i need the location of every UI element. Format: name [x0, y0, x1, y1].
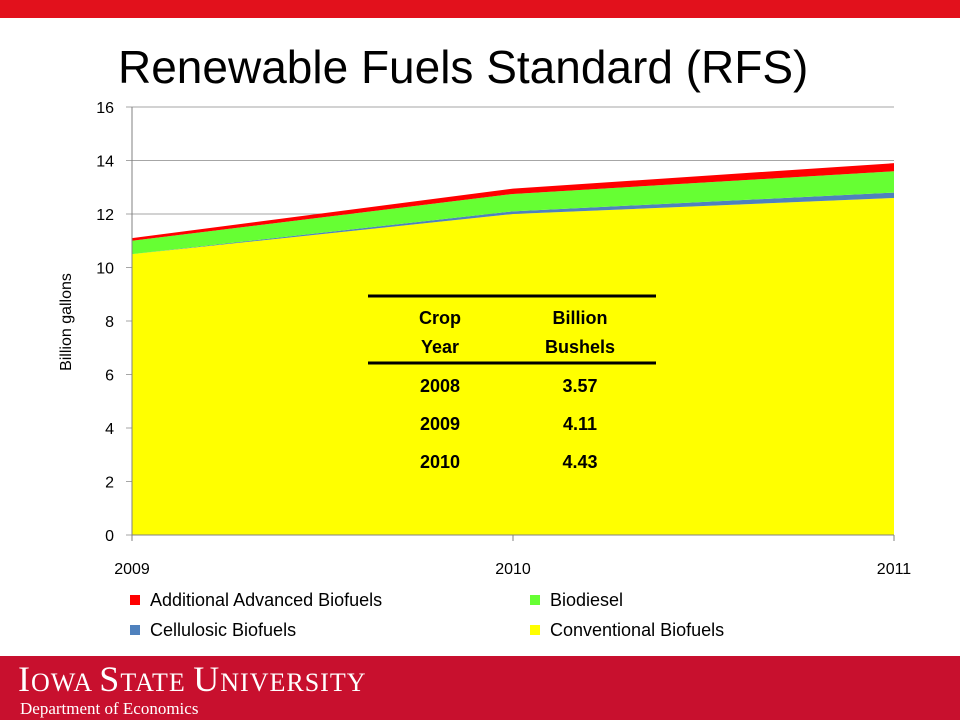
- table-cell: 2008: [420, 376, 460, 396]
- y-tick-label: 16: [96, 100, 114, 117]
- legend-swatch: [130, 625, 140, 635]
- table-cell: 4.11: [563, 414, 597, 434]
- legend-label: Conventional Biofuels: [550, 620, 724, 640]
- y-tick-label: 6: [105, 368, 114, 385]
- table-cell: 3.57: [562, 376, 597, 396]
- top-accent-bar: [0, 0, 960, 18]
- table-cell: 2010: [420, 452, 460, 472]
- x-tick-label: 2011: [877, 561, 912, 578]
- table-header: Bushels: [545, 337, 615, 357]
- table-header: Crop: [419, 308, 461, 328]
- table-cell: 4.43: [562, 452, 597, 472]
- y-tick-label: 14: [96, 154, 114, 171]
- y-tick-label: 12: [96, 207, 114, 224]
- legend-swatch: [530, 625, 540, 635]
- area-series-additional-advanced-biofuels: [132, 163, 894, 241]
- y-tick-label: 4: [105, 421, 114, 438]
- table-cell: 2009: [420, 414, 460, 434]
- legend-swatch: [130, 595, 140, 605]
- legend-label: Biodiesel: [550, 590, 623, 610]
- rfs-area-chart: 0 2 4 6 8 10 12 14 16 2009 2010 2011 Billion gallons…: [58, 100, 912, 640]
- area-series-biodiesel: [132, 171, 894, 255]
- x-tick-label: 2009: [114, 561, 150, 578]
- y-tick-label: 10: [96, 261, 114, 278]
- y-tick-label: 0: [105, 528, 114, 545]
- slide-title: Renewable Fuels Standard (RFS): [118, 41, 809, 93]
- legend-swatch: [530, 595, 540, 605]
- legend-label: Cellulosic Biofuels: [150, 620, 296, 640]
- y-tick-label: 8: [105, 314, 114, 331]
- y-tick-label: 2: [105, 475, 114, 492]
- footer-bar: IOWA STATE UNIVERSITY Department of Econ…: [0, 656, 960, 720]
- legend-label: Additional Advanced Biofuels: [150, 590, 382, 610]
- university-wordmark: IOWA STATE UNIVERSITY: [18, 659, 367, 699]
- y-axis-label: Billion gallons: [58, 273, 75, 371]
- table-header: Year: [421, 337, 459, 357]
- area-series-conventional-biofuels: [132, 197, 894, 535]
- department-name: Department of Economics: [20, 699, 199, 718]
- x-tick-label: 2010: [495, 561, 531, 578]
- area-series-cellulosic-biofuels: [132, 192, 894, 255]
- table-header: Billion: [553, 308, 608, 328]
